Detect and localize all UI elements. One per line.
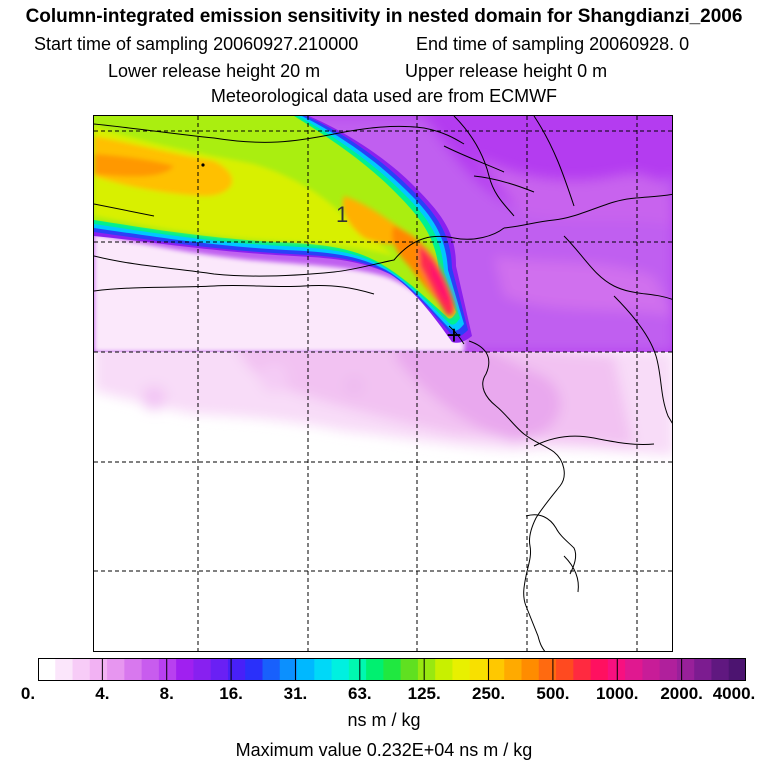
max-value-label: Maximum value 0.232E+04 ns m / kg <box>235 740 533 760</box>
colorbar-swatch <box>400 658 419 681</box>
colorbar-swatch <box>573 658 592 681</box>
colorbar-tick-label: 1000. <box>595 684 639 703</box>
colorbar-swatch <box>124 658 143 681</box>
colorbar-tick-label: 250. <box>471 684 506 703</box>
colorbar-swatch <box>72 658 91 681</box>
colorbar-swatch <box>417 658 436 681</box>
colorbar-swatch <box>262 658 281 681</box>
colorbar-swatch <box>538 658 557 681</box>
units-label: ns m / kg <box>347 710 421 730</box>
lat-lon-grid <box>94 116 672 651</box>
coastlines <box>94 116 672 651</box>
colorbar-tick-label: 0. <box>20 684 36 703</box>
colorbar-swatch <box>556 658 574 681</box>
colorbar-swatch <box>607 658 626 681</box>
colorbar-tick-label: 500. <box>536 684 570 703</box>
colorbar-swatch <box>366 658 384 681</box>
colorbar-tick-label: 63. <box>347 684 372 703</box>
colorbar-swatch <box>383 658 402 681</box>
colorbar-swatch <box>89 658 108 681</box>
colorbar-swatches <box>37 658 747 681</box>
colorbar-swatch <box>107 658 125 681</box>
colorbar-tick-label: 4. <box>95 684 110 703</box>
colorbar-swatch <box>469 658 488 681</box>
colorbar-tick-label: 125. <box>407 684 441 703</box>
colorbar-tick-label: 4000. <box>712 684 756 703</box>
colorbar-swatch <box>245 658 263 681</box>
sensitivity-map: 1 + <box>93 115 673 652</box>
colorbar-tick-label: 8. <box>159 684 174 703</box>
colorbar-swatch <box>176 658 194 681</box>
colorbar <box>37 658 747 681</box>
colorbar-swatch <box>55 658 74 681</box>
station-dot <box>201 163 205 167</box>
colorbar-swatch <box>625 658 643 681</box>
receptor-marker: + <box>446 320 461 350</box>
colorbar-tick-label: 16. <box>219 684 243 703</box>
colorbar-tick-label: 31. <box>283 684 308 703</box>
contour-label: 1 <box>336 202 348 227</box>
colorbar-swatch <box>314 658 333 681</box>
colorbar-swatch <box>452 658 471 681</box>
plot-title: Column-integrated emission sensitivity i… <box>25 6 743 27</box>
lower-release-label: Lower release height 20 m <box>108 61 321 81</box>
end-sampling-label: End time of sampling 20060928. 0 <box>416 34 690 54</box>
met-data-label: Meteorological data used are from ECMWF <box>210 86 558 106</box>
start-sampling-label: Start time of sampling 20060927.210000 <box>34 34 359 54</box>
colorbar-swatch <box>486 658 505 681</box>
colorbar-swatch <box>590 658 609 681</box>
colorbar-tick-labels: 0. 4. 8. 16. 31. 63. 125. 250. 500. 1000. 2000. 400… <box>0 684 768 704</box>
colorbar-swatch <box>158 658 177 681</box>
colorbar-border <box>38 658 746 681</box>
colorbar-swatch <box>504 658 523 681</box>
map-canvas: 1 + <box>94 116 672 651</box>
colorbar-swatch <box>348 658 367 681</box>
emission-plume <box>94 116 472 343</box>
colorbar-swatch <box>210 658 229 681</box>
colorbar-swatch <box>435 658 453 681</box>
colorbar-swatch <box>728 658 747 681</box>
colorbar-swatch <box>38 658 56 681</box>
colorbar-swatch <box>659 658 678 681</box>
colorbar-swatch <box>193 658 212 681</box>
colorbar-tick-label: 2000. <box>660 684 703 703</box>
colorbar-swatch <box>297 658 315 681</box>
colorbar-swatch <box>227 658 246 681</box>
colorbar-swatch <box>694 658 712 681</box>
upper-release-label: Upper release height 0 m <box>405 61 608 81</box>
colorbar-swatch <box>711 658 730 681</box>
colorbar-swatch <box>141 658 160 681</box>
colorbar-swatch <box>676 658 695 681</box>
colorbar-swatch <box>331 658 350 681</box>
colorbar-swatch <box>279 658 298 681</box>
colorbar-swatch <box>642 658 661 681</box>
colorbar-swatch <box>521 658 540 681</box>
